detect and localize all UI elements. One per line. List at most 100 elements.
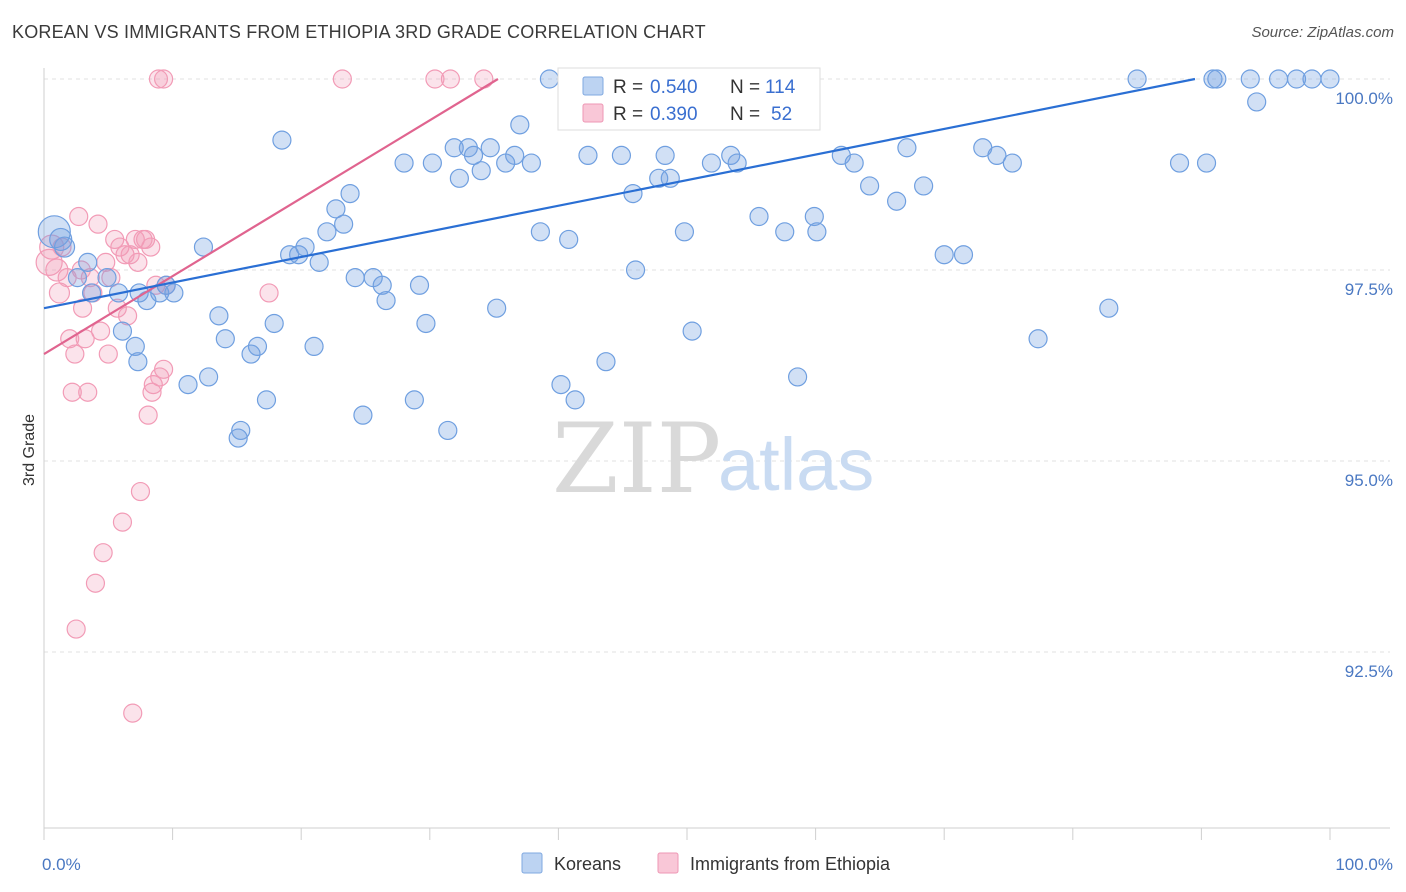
koreans-point-103 xyxy=(1196,153,1217,173)
koreans-point-69 xyxy=(611,145,632,165)
koreans-trend-line xyxy=(43,77,1196,310)
koreans-point-6 xyxy=(97,268,117,288)
koreans-point-61 xyxy=(551,375,571,395)
chart-source: Source: ZipAtlas.com xyxy=(1251,24,1394,41)
koreans-point-81 xyxy=(721,145,741,165)
koreans-point-82 xyxy=(727,153,747,173)
bottom-legend-swatch-koreans xyxy=(521,852,543,874)
koreans-point-66 xyxy=(596,352,616,372)
ethiopia-point-19 xyxy=(90,321,111,341)
koreans-point-17 xyxy=(193,237,214,257)
ethiopia-point-2 xyxy=(45,258,69,282)
koreans-point-62 xyxy=(559,229,579,250)
koreans-point-32 xyxy=(309,252,329,272)
koreans-point-49 xyxy=(449,168,469,188)
koreans-point-34 xyxy=(326,199,346,219)
x-tick-labels: 0.0% 100.0% xyxy=(42,855,1393,874)
koreans-point-15 xyxy=(164,283,184,303)
legend-n-label-koreans: N = xyxy=(730,77,760,98)
ethiopia-trend-line xyxy=(43,78,499,355)
koreans-point-79 xyxy=(701,153,722,173)
koreans-point-83 xyxy=(749,206,769,227)
koreans-point-54 xyxy=(487,298,507,318)
koreans-point-108 xyxy=(1268,69,1289,89)
legend-r-label-ethiopia: R = xyxy=(613,104,643,125)
y-tick-labels: 100.0% 97.5% 95.0% 92.5% xyxy=(1335,89,1393,681)
koreans-point-47 xyxy=(438,420,458,441)
koreans-point-43 xyxy=(404,390,424,410)
koreans-point-56 xyxy=(505,145,525,165)
koreans-point-26 xyxy=(264,313,284,334)
legend-n-value-ethiopia: 52 xyxy=(771,104,792,125)
stats-legend: R = 0.540 N = 114 R = 0.390 N = 52 xyxy=(557,67,821,131)
koreans-point-77 xyxy=(682,321,702,341)
bottom-legend-label-koreans: Koreans xyxy=(554,854,621,874)
koreans-point-60 xyxy=(539,69,559,89)
y-tick-label-1: 97.5% xyxy=(1345,280,1393,299)
koreans-point-25 xyxy=(256,390,277,410)
legend-r-label-koreans: R = xyxy=(613,77,643,98)
koreans-point-16 xyxy=(178,375,198,395)
koreans-point-48 xyxy=(444,138,464,158)
koreans-point-30 xyxy=(295,237,315,257)
koreans-point-112 xyxy=(1127,69,1147,89)
koreans-point-105 xyxy=(1207,69,1227,89)
koreans-point-73 xyxy=(655,145,675,165)
koreans-point-35 xyxy=(334,214,354,234)
koreans-point-42 xyxy=(394,153,414,173)
koreans-point-59 xyxy=(530,222,550,242)
koreans-point-21 xyxy=(228,428,248,448)
series-legend: Koreans Immigrants from Ethiopia xyxy=(521,852,891,874)
ethiopia-point-27 xyxy=(112,512,133,532)
trend-layer xyxy=(43,77,1196,355)
ethiopia-point-14 xyxy=(78,382,98,402)
ethiopia-point-12 xyxy=(72,298,93,318)
koreans-point-101 xyxy=(1099,298,1119,318)
koreans-point-100 xyxy=(1028,329,1048,349)
series-ethiopia-points xyxy=(35,69,494,723)
legend-r-value-ethiopia: 0.390 xyxy=(650,104,698,125)
ethiopia-point-20 xyxy=(93,543,113,563)
koreans-point-86 xyxy=(787,367,808,387)
koreans-point-106 xyxy=(1240,69,1260,89)
ethiopia-point-30 xyxy=(120,245,140,265)
ethiopia-point-45 xyxy=(148,69,169,89)
ethiopia-point-17 xyxy=(85,573,106,593)
koreans-point-76 xyxy=(674,222,695,242)
ethiopia-point-48 xyxy=(332,69,352,89)
koreans-point-8 xyxy=(112,321,133,341)
koreans-point-31 xyxy=(304,336,324,356)
ethiopia-point-31 xyxy=(123,703,143,723)
koreans-point-46 xyxy=(422,153,442,173)
koreans-point-24 xyxy=(247,336,268,356)
chart-title: KOREAN VS IMMIGRANTS FROM ETHIOPIA 3RD G… xyxy=(12,22,706,42)
ethiopia-point-29 xyxy=(117,306,138,326)
koreans-point-37 xyxy=(345,268,365,288)
ethiopia-point-44 xyxy=(142,382,162,402)
koreans-point-72 xyxy=(649,168,669,188)
ethiopia-point-18 xyxy=(88,214,108,234)
ethiopia-point-33 xyxy=(128,252,148,272)
koreans-point-90 xyxy=(844,153,864,173)
koreans-point-88 xyxy=(807,222,827,242)
koreans-point-33 xyxy=(317,222,337,242)
koreans-point-20 xyxy=(215,329,235,349)
ethiopia-point-38 xyxy=(141,237,161,257)
ethiopia-point-42 xyxy=(153,359,174,379)
x-tick-label-1: 100.0% xyxy=(1335,855,1393,874)
koreans-point-3 xyxy=(67,268,88,288)
koreans-point-99 xyxy=(1002,153,1022,173)
koreans-point-36 xyxy=(340,184,360,204)
koreans-point-110 xyxy=(1302,69,1322,89)
koreans-point-40 xyxy=(372,275,392,295)
ethiopia-point-47 xyxy=(259,283,279,303)
legend-swatch-ethiopia xyxy=(582,103,604,123)
x-tick-label-0: 0.0% xyxy=(42,855,81,874)
koreans-point-4 xyxy=(78,252,98,272)
y-tick-label-0: 100.0% xyxy=(1335,89,1393,108)
koreans-point-87 xyxy=(804,206,824,227)
koreans-point-19 xyxy=(209,306,229,326)
y-tick-label-3: 92.5% xyxy=(1345,662,1393,681)
koreans-point-38 xyxy=(353,405,373,425)
koreans-point-22 xyxy=(231,420,251,441)
